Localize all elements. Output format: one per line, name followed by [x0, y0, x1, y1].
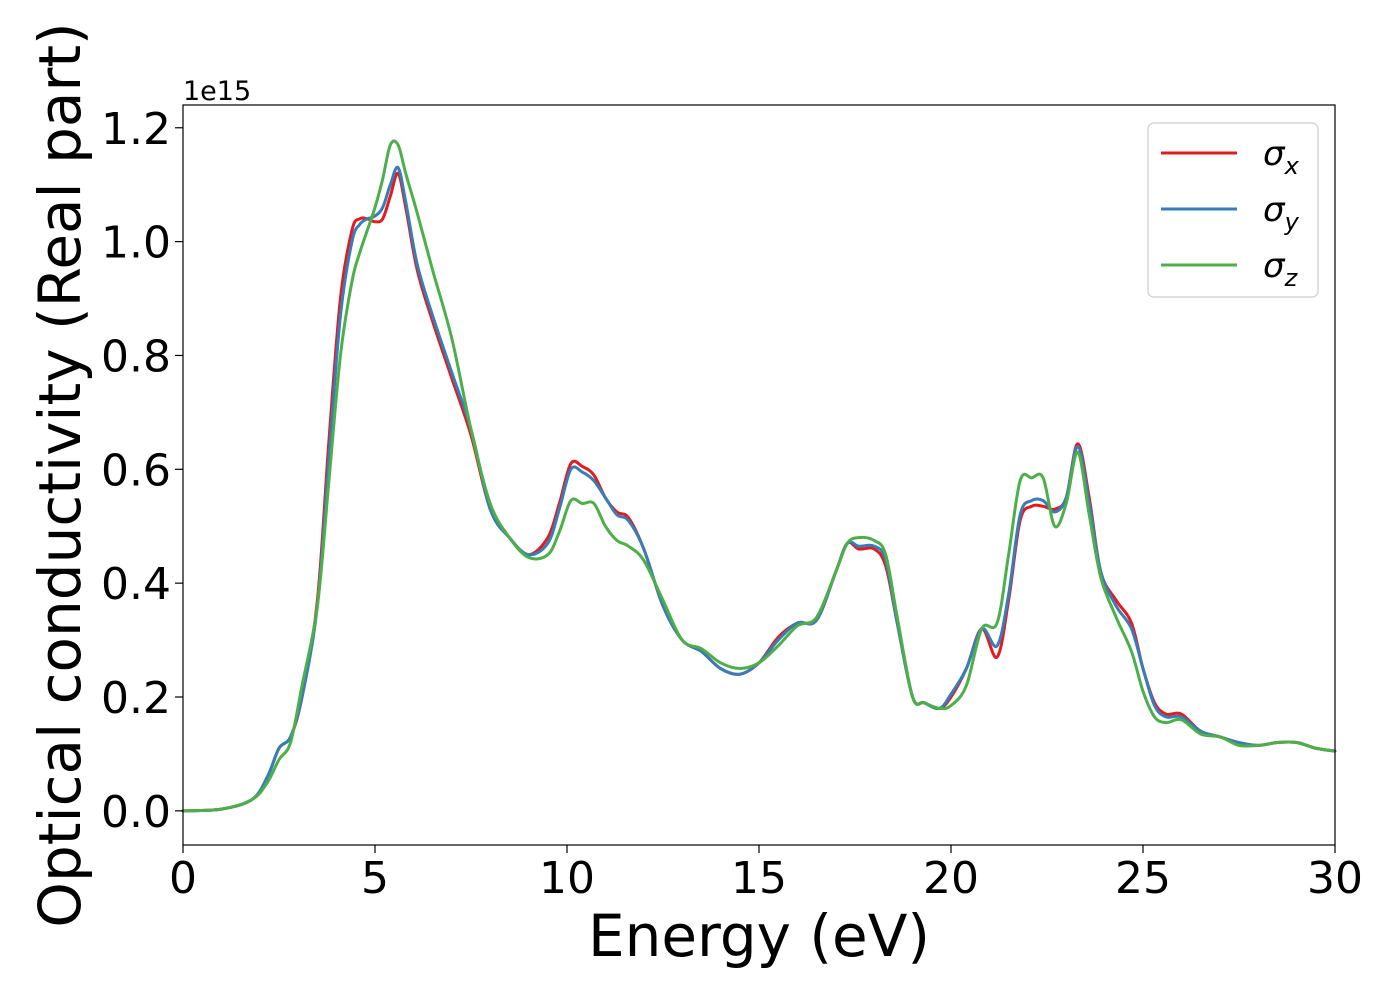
y-axis: 0.0 0.2 0.4 0.6 0.8 1.0 1.2	[101, 104, 183, 838]
x-axis-title: Energy (eV)	[588, 902, 930, 970]
y-tick-label: 0.0	[101, 787, 171, 838]
y-tick-label: 1.2	[101, 104, 171, 155]
y-tick-label: 0.4	[101, 559, 171, 610]
y-offset-label: 1e15	[183, 76, 251, 107]
legend-label-y: σy	[1263, 190, 1300, 236]
y-tick-label: 1.0	[101, 218, 171, 269]
x-tick-label: 5	[361, 853, 389, 904]
plot-series	[181, 139, 1337, 813]
legend-label-z: σz	[1263, 246, 1299, 292]
legend-label-x: σx	[1263, 134, 1300, 180]
y-axis-title: Optical conductivity (Real part)	[26, 22, 94, 927]
y-tick-label: 0.2	[101, 673, 171, 724]
x-tick-label: 10	[539, 853, 595, 904]
x-tick-label: 20	[923, 853, 979, 904]
x-axis: 0 5 10 15 20 25 30	[169, 845, 1363, 904]
series-line-y	[181, 165, 1337, 813]
series-line-z	[181, 139, 1337, 813]
x-tick-label: 0	[169, 853, 197, 904]
x-tick-label: 15	[731, 853, 787, 904]
y-tick-label: 0.6	[101, 445, 171, 496]
x-tick-label: 25	[1115, 853, 1171, 904]
y-tick-label: 0.8	[101, 331, 171, 382]
x-tick-label: 30	[1307, 853, 1363, 904]
legend: σx σy σz	[1147, 122, 1319, 298]
